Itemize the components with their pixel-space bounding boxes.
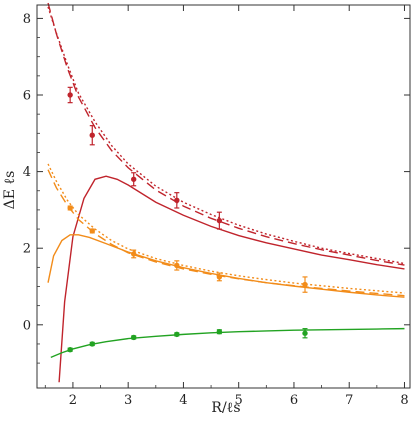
data-point: [216, 217, 223, 224]
y-tick-label: 4: [23, 165, 31, 180]
x-tick-label: 2: [69, 393, 77, 408]
data-point: [67, 347, 73, 353]
data-point: [67, 205, 73, 211]
x-tick-label: 3: [124, 393, 132, 408]
data-point: [89, 132, 95, 138]
data-point: [174, 331, 180, 338]
y-tick-label: 8: [23, 12, 31, 27]
x-tick-label: 6: [290, 393, 298, 408]
data-point: [131, 334, 137, 341]
x-tick-label: 4: [179, 393, 187, 408]
series-1-curve-dotted: [47, 163, 405, 294]
y-tick-label: 0: [23, 318, 31, 333]
data-point: [302, 281, 308, 288]
data-point: [174, 197, 180, 204]
data-point: [89, 341, 95, 347]
axes: 2 3 4 5 6 7 8 0 2 4 6 8: [23, 4, 411, 408]
data-point: [89, 228, 95, 234]
data-point: [302, 330, 308, 336]
data-point: [131, 251, 137, 257]
data-point: [131, 176, 137, 182]
y-tick-label: 2: [23, 242, 31, 257]
x-axis-label: R/ℓs: [211, 400, 240, 416]
x-tick-label: 8: [400, 393, 408, 408]
y-tick-label: 6: [23, 89, 31, 104]
data-point: [67, 92, 73, 98]
data-point: [216, 328, 223, 335]
data-point: [174, 262, 180, 269]
x-tick-label: 7: [345, 393, 353, 408]
series-1-curve-solid: [47, 234, 405, 298]
series-0-curve-dashed: [47, 2, 405, 266]
series-0-curve-dotted: [47, 6, 405, 265]
x-tick-label: 5: [235, 393, 243, 408]
y-axis-label: ΔE ℓs: [2, 171, 18, 210]
series-2-curve-solid: [50, 327, 405, 359]
series-layer: [47, 2, 405, 383]
plot-frame: [36, 4, 411, 389]
series-1-curve-dashed: [47, 169, 405, 297]
series-0-curve-solid: [58, 175, 405, 383]
data-point: [216, 274, 223, 280]
